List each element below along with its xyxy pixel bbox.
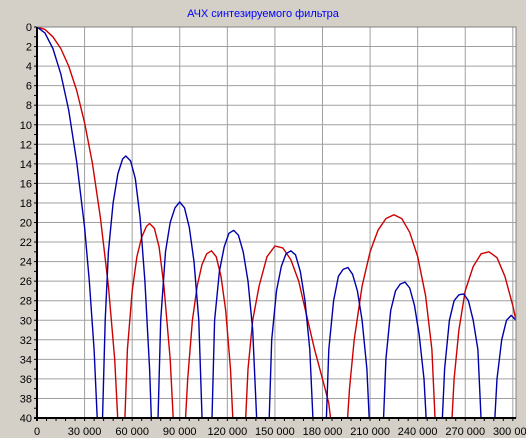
x-tick-label: 300 000 xyxy=(493,426,526,438)
y-tick-label: 32 xyxy=(20,335,32,347)
y-tick-label: 36 xyxy=(20,374,32,386)
x-tick-label: 60 000 xyxy=(115,426,149,438)
y-tick-label: 4 xyxy=(26,61,32,73)
y-tick-label: 14 xyxy=(20,159,32,171)
chart-title: АЧХ синтезируемого фильтра xyxy=(187,8,339,20)
series-line-0 xyxy=(37,27,516,418)
y-tick-label: 30 xyxy=(20,315,32,327)
y-tick-label: 10 xyxy=(20,120,32,132)
y-tick-label: 16 xyxy=(20,178,32,190)
x-tick-label: 90 000 xyxy=(163,426,197,438)
y-tick-label: 26 xyxy=(20,276,32,288)
x-tick-label: 270 000 xyxy=(445,426,485,438)
x-tick-label: 0 xyxy=(34,426,40,438)
x-tick-label: 150 000 xyxy=(255,426,295,438)
y-tick-label: 22 xyxy=(20,237,32,249)
y-tick-label: 38 xyxy=(20,393,32,405)
y-tick-label: 8 xyxy=(26,100,32,112)
x-tick-label: 210 000 xyxy=(350,426,390,438)
y-tick-label: 24 xyxy=(20,257,32,269)
y-tick-label: 28 xyxy=(20,296,32,308)
y-tick-label: 2 xyxy=(26,42,32,54)
y-tick-label: 0 xyxy=(26,22,32,34)
series-line-1 xyxy=(37,27,516,418)
y-tick-label: 40 xyxy=(20,413,32,425)
y-tick-label: 34 xyxy=(20,354,32,366)
x-tick-label: 240 000 xyxy=(398,426,438,438)
y-tick-label: 6 xyxy=(26,81,32,93)
y-tick-label: 12 xyxy=(20,139,32,151)
y-tick-label: 18 xyxy=(20,198,32,210)
x-tick-label: 30 000 xyxy=(68,426,102,438)
y-tick-label: 20 xyxy=(20,218,32,230)
x-tick-label: 180 000 xyxy=(303,426,343,438)
x-tick-label: 120 000 xyxy=(207,426,247,438)
